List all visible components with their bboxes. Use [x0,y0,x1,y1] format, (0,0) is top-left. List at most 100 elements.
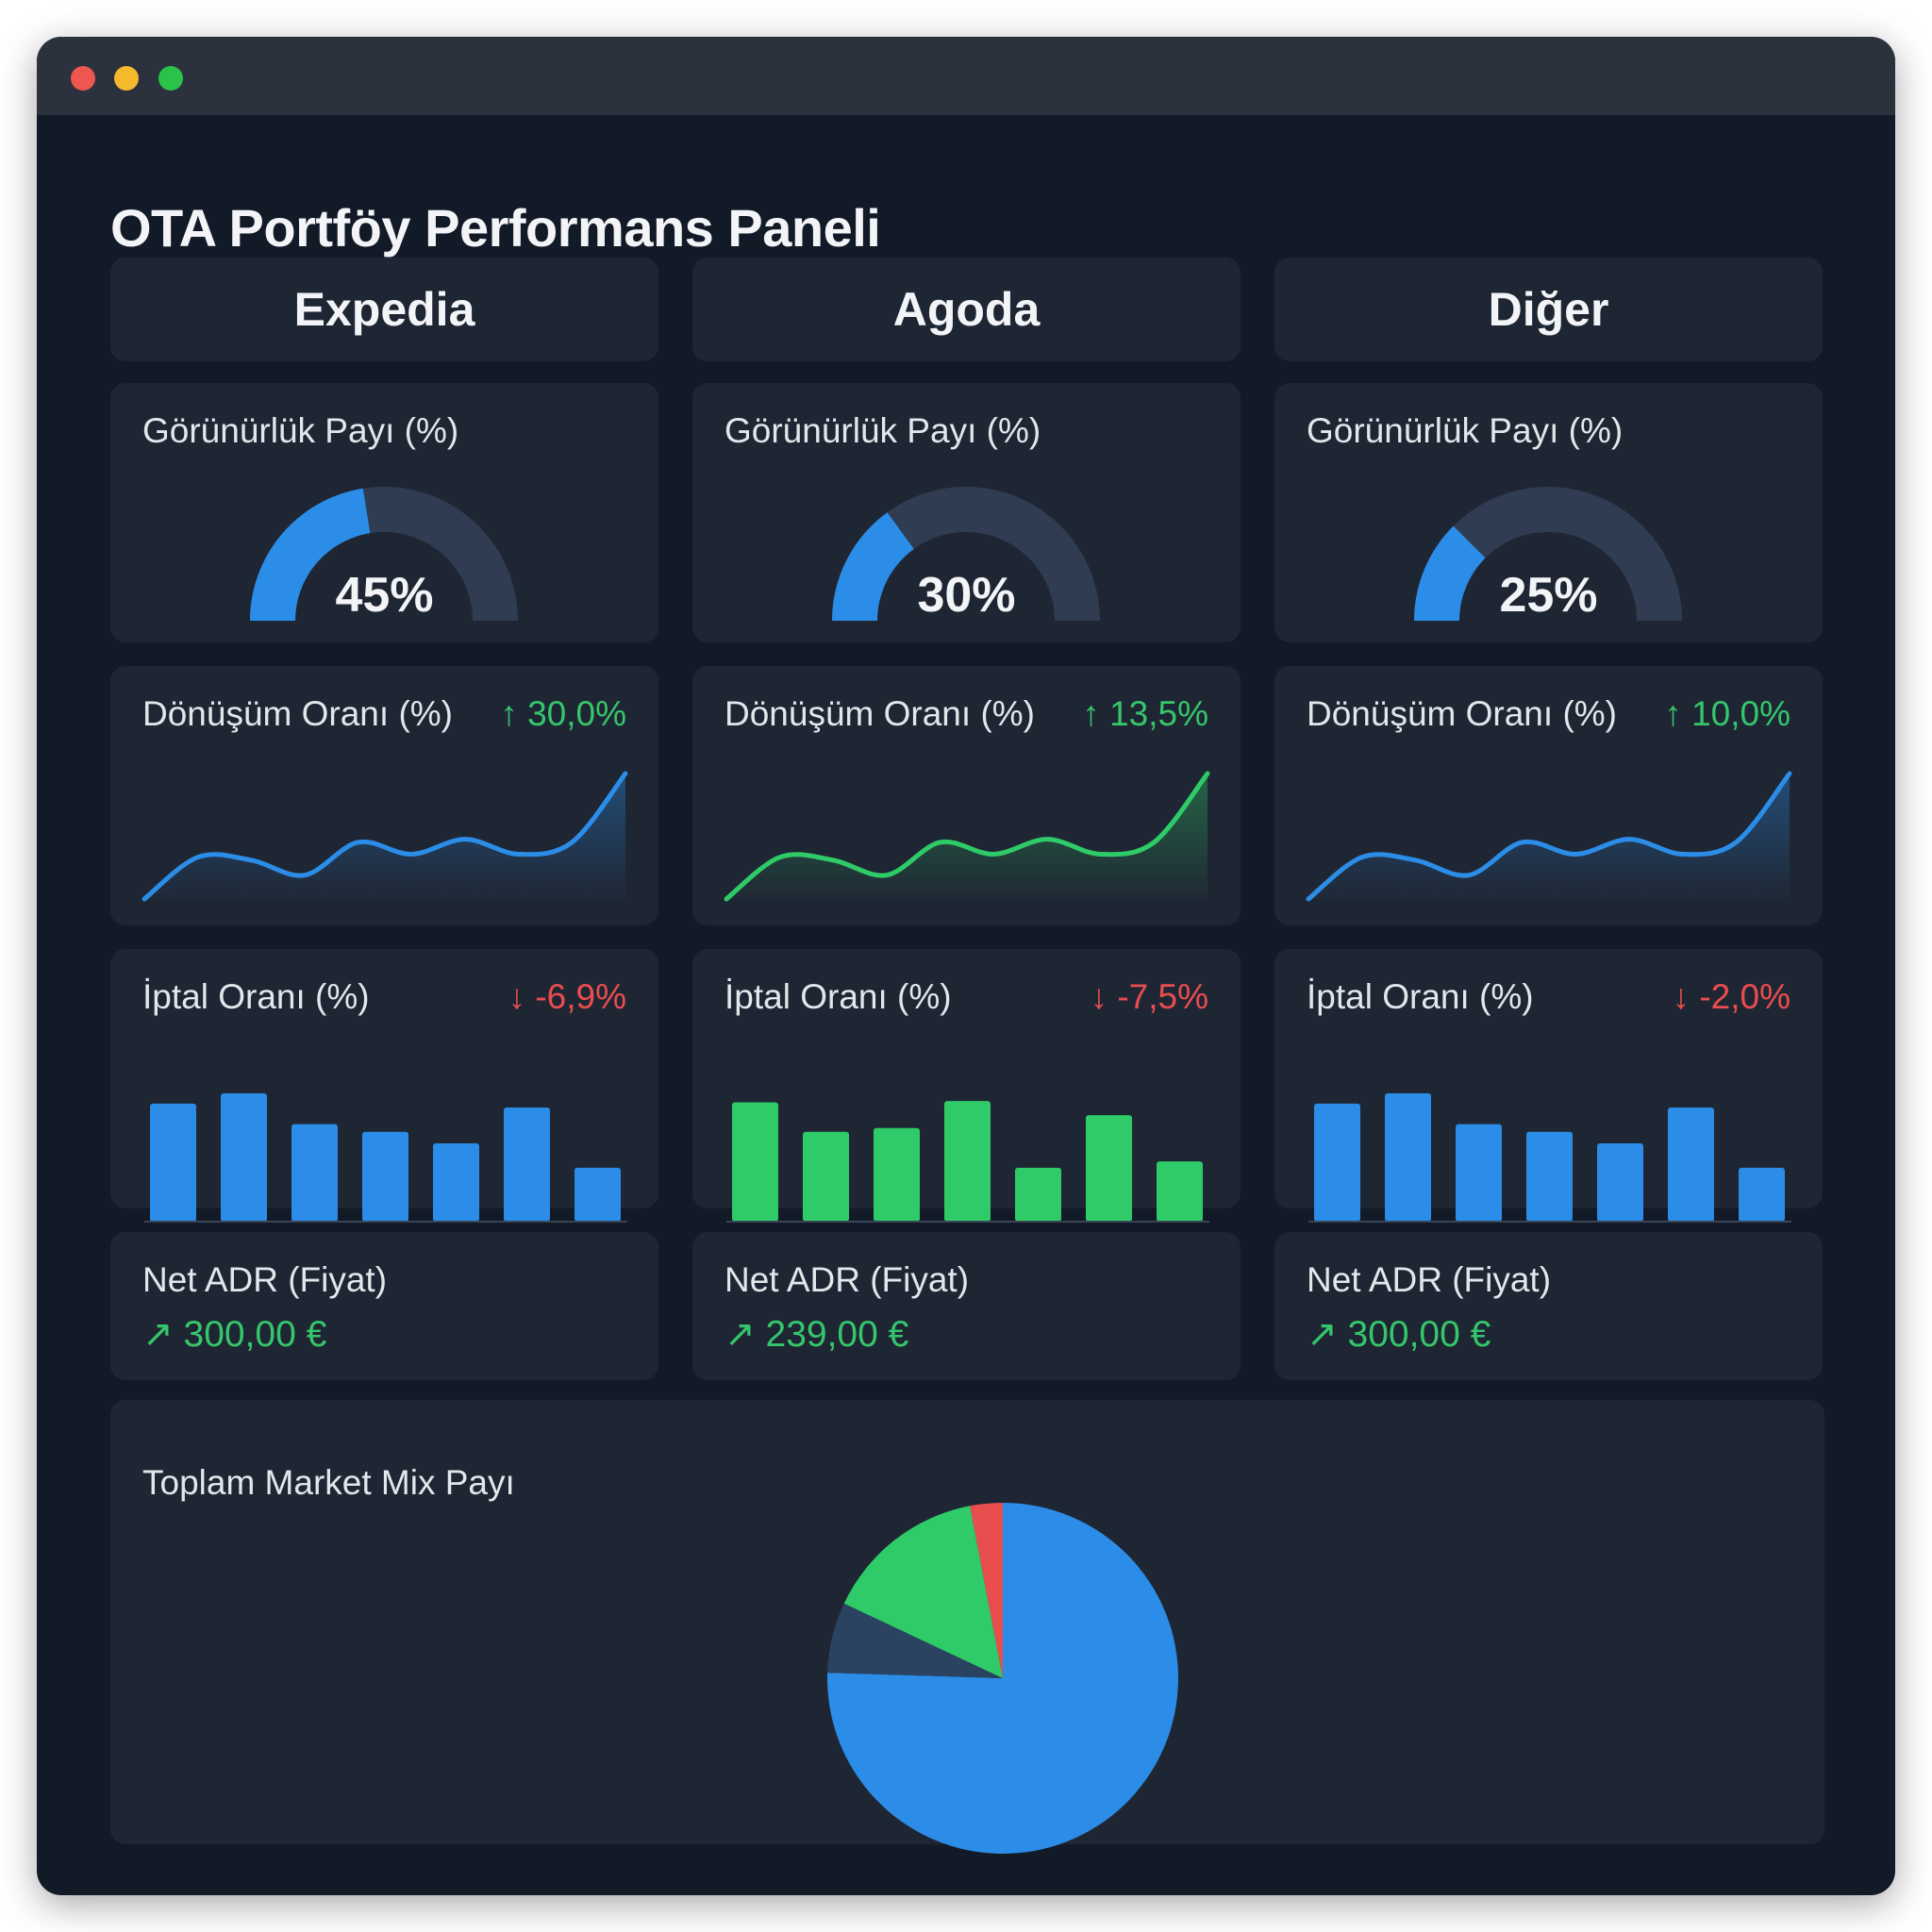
trend-up-right-icon: ↗ [724,1314,756,1355]
cancellation-bar [874,1127,920,1222]
minimize-window-button[interactable] [114,66,139,91]
conversion-trend: ↑ 13,5% [1082,694,1208,734]
cancellation-label: İptal Oranı (%) [142,977,370,1016]
conversion-area [1308,774,1790,899]
trend-up-right-icon: ↗ [142,1314,174,1355]
cancellation-bar-chart [726,1101,1209,1223]
cancellation-bar [1739,1167,1785,1222]
cancellation-bar [1015,1167,1061,1222]
cancellation-bar [150,1103,196,1222]
adr-label: Net ADR (Fiyat) [724,1260,970,1299]
arrow-up-icon: ↑ [1082,694,1100,733]
pie-slice-4 [970,1503,1003,1678]
conversion-change: 13,5% [1109,694,1208,733]
channel-header-di-er[interactable]: Diğer [1274,258,1823,361]
cancellation-bar [504,1107,550,1222]
cancellation-bar [1157,1161,1203,1222]
conversion-line [724,771,1210,902]
adr-value-row: ↗ 300,00 € [142,1313,326,1356]
adr-card: Net ADR (Fiyat) ↗ 300,00 € [1274,1232,1823,1380]
adr-price: 300,00 € [1347,1314,1491,1355]
cancellation-bar [1456,1124,1502,1222]
conversion-change: 30,0% [527,694,626,733]
cancellation-trend: ↓ -6,9% [508,977,626,1017]
arrow-down-icon: ↓ [1672,977,1690,1016]
cancellation-bar [944,1101,991,1222]
cancellation-bar [1385,1093,1431,1222]
market-mix-title: Toplam Market Mix Payı [142,1463,515,1502]
close-window-button[interactable] [71,66,95,91]
adr-label: Net ADR (Fiyat) [1307,1260,1552,1299]
conversion-card: Dönüşüm Oranı (%) ↑ 30,0% [110,666,658,925]
cancellation-bar [1526,1131,1573,1222]
adr-label: Net ADR (Fiyat) [142,1260,388,1299]
adr-value-row: ↗ 239,00 € [724,1313,908,1356]
visibility-gauge [1414,487,1682,621]
cancellation-bar [575,1167,621,1222]
cancellation-bar [433,1143,479,1222]
arrow-up-icon: ↑ [500,694,518,733]
channel-header-expedia[interactable]: Expedia [110,258,658,361]
conversion-label: Dönüşüm Oranı (%) [724,694,1035,733]
visibility-value: 25% [1499,568,1598,623]
visibility-gauge [832,487,1100,621]
adr-value-row: ↗ 300,00 € [1307,1313,1491,1356]
gauge-fill [1414,525,1486,621]
visibility-card: Görünürlük Payı (%) 25% [1274,383,1823,642]
arrow-down-icon: ↓ [508,977,526,1016]
conversion-area [144,774,625,899]
page-title: OTA Portföy Performans Paneli [110,198,881,258]
conversion-change: 10,0% [1691,694,1790,733]
cancellation-bar [291,1124,338,1222]
conversion-line [1306,771,1792,902]
visibility-card: Görünürlük Payı (%) 30% [692,383,1241,642]
conversion-area [726,774,1208,899]
gauge-fill [832,512,914,621]
cancellation-label: İptal Oranı (%) [724,977,952,1016]
visibility-card: Görünürlük Payı (%) 45% [110,383,658,642]
cancellation-bar [732,1102,778,1222]
trend-up-right-icon: ↗ [1307,1314,1338,1355]
visibility-label: Görünürlük Payı (%) [1307,411,1624,450]
cancellation-bar-chart [144,1093,627,1223]
adr-price: 239,00 € [765,1314,909,1355]
adr-card: Net ADR (Fiyat) ↗ 239,00 € [692,1232,1241,1380]
cancellation-trend: ↓ -2,0% [1673,977,1790,1017]
maximize-window-button[interactable] [158,66,183,91]
adr-price: 300,00 € [183,1314,327,1355]
market-mix-pie-chart [827,1503,1178,1854]
cancellation-card: İptal Oranı (%) ↓ -6,9% [110,949,658,1223]
cancellation-change: -6,9% [535,977,626,1016]
cancellation-card: İptal Oranı (%) ↓ -2,0% [1274,949,1823,1223]
conversion-line [142,771,628,902]
cancellation-trend: ↓ -7,5% [1091,977,1208,1017]
pie-slice-2 [827,1603,1003,1678]
gauge-fill [250,488,371,621]
visibility-label: Görünürlük Payı (%) [724,411,1041,450]
cancellation-bar [362,1131,408,1222]
app-window: OTA Portföy Performans Paneli Expedia Gör… [37,37,1895,1895]
conversion-card: Dönüşüm Oranı (%) ↑ 10,0% [1274,666,1823,925]
conversion-trend: ↑ 30,0% [500,694,626,734]
cancellation-bar [1597,1143,1643,1222]
conversion-card: Dönüşüm Oranı (%) ↑ 13,5% [692,666,1241,925]
visibility-value: 30% [917,568,1016,623]
cancellation-change: -2,0% [1699,977,1790,1016]
visibility-value: 45% [335,568,434,623]
visibility-gauge [250,487,518,621]
adr-card: Net ADR (Fiyat) ↗ 300,00 € [110,1232,658,1380]
conversion-trend: ↑ 10,0% [1664,694,1790,734]
visibility-label: Görünürlük Payı (%) [142,411,459,450]
cancellation-bar [803,1131,849,1222]
conversion-line-chart [724,771,1210,902]
cancellation-bar [1668,1107,1714,1222]
arrow-down-icon: ↓ [1090,977,1108,1016]
market-mix-card: Toplam Market Mix Payı [110,1400,1824,1854]
channel-header-agoda[interactable]: Agoda [692,258,1241,361]
conversion-line-chart [1306,771,1792,902]
conversion-label: Dönüşüm Oranı (%) [142,694,453,733]
arrow-up-icon: ↑ [1664,694,1682,733]
cancellation-bar [1314,1103,1360,1222]
conversion-label: Dönüşüm Oranı (%) [1307,694,1617,733]
cancellation-bar [221,1093,267,1222]
